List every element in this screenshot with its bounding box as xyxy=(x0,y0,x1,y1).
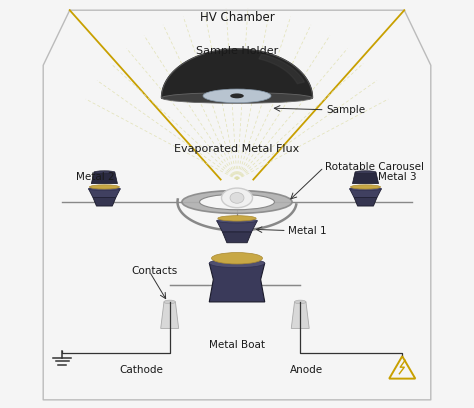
Polygon shape xyxy=(161,302,179,328)
Polygon shape xyxy=(93,197,116,206)
Ellipse shape xyxy=(294,300,306,304)
Ellipse shape xyxy=(218,216,256,221)
Ellipse shape xyxy=(209,259,265,268)
Polygon shape xyxy=(209,263,265,302)
Text: Sample Holder: Sample Holder xyxy=(196,46,278,56)
Ellipse shape xyxy=(94,171,115,173)
Text: Metal 2: Metal 2 xyxy=(76,173,114,182)
Text: Metal 1: Metal 1 xyxy=(288,226,327,235)
Ellipse shape xyxy=(90,185,119,189)
Polygon shape xyxy=(162,49,312,98)
Polygon shape xyxy=(350,189,382,197)
Ellipse shape xyxy=(221,188,253,208)
Text: Anode: Anode xyxy=(290,366,323,375)
Text: Metal Boat: Metal Boat xyxy=(209,340,265,350)
Text: HV Chamber: HV Chamber xyxy=(200,11,274,24)
Text: Contacts: Contacts xyxy=(131,266,177,276)
Polygon shape xyxy=(291,302,309,328)
Polygon shape xyxy=(353,172,379,184)
Ellipse shape xyxy=(203,89,271,103)
Ellipse shape xyxy=(211,253,263,264)
Polygon shape xyxy=(222,232,252,243)
Ellipse shape xyxy=(230,93,244,98)
Text: Metal 3: Metal 3 xyxy=(378,173,416,182)
Text: Cathode: Cathode xyxy=(119,366,163,375)
Ellipse shape xyxy=(89,187,120,191)
Polygon shape xyxy=(91,172,118,184)
Ellipse shape xyxy=(162,93,312,103)
Ellipse shape xyxy=(350,187,382,191)
Text: Rotatable Carousel: Rotatable Carousel xyxy=(325,162,424,172)
Text: Evaporated Metal Flux: Evaporated Metal Flux xyxy=(174,144,300,154)
Ellipse shape xyxy=(355,171,376,173)
Ellipse shape xyxy=(351,185,381,189)
Polygon shape xyxy=(89,189,120,197)
Ellipse shape xyxy=(182,191,292,213)
Text: Sample: Sample xyxy=(327,105,366,115)
Ellipse shape xyxy=(230,193,244,203)
Ellipse shape xyxy=(217,219,257,223)
Ellipse shape xyxy=(164,300,175,304)
Ellipse shape xyxy=(200,194,274,210)
Polygon shape xyxy=(217,221,257,232)
Polygon shape xyxy=(354,197,377,206)
Polygon shape xyxy=(259,54,304,84)
